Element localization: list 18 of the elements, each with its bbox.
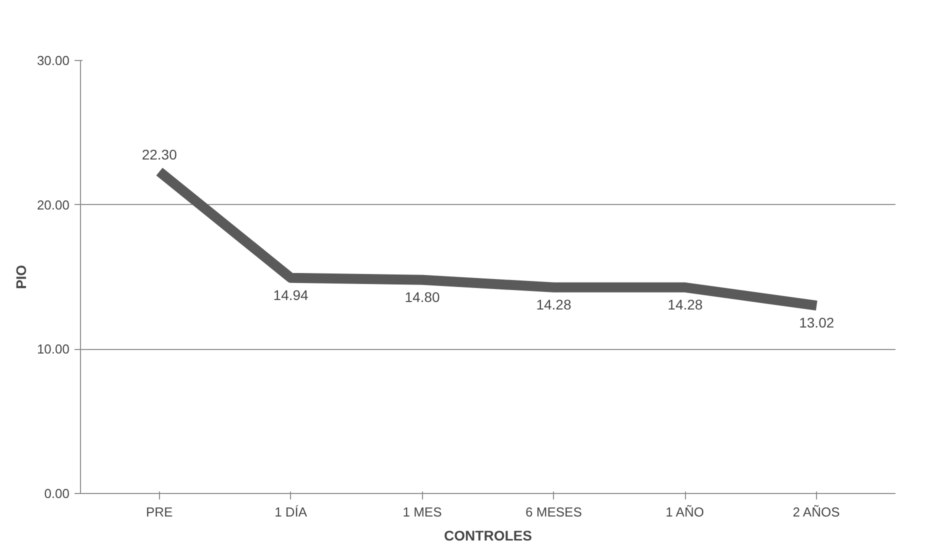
x-tick-label: 1 MES — [402, 504, 442, 520]
x-axis-title: CONTROLES — [444, 528, 532, 544]
y-tick-label: 0.00 — [44, 486, 70, 501]
text: 14.28 — [668, 296, 703, 312]
text: 14.28 — [536, 296, 572, 312]
x-tick-label: 6 MESES — [526, 504, 582, 520]
x-tick-label: 1 DÍA — [274, 504, 308, 520]
y-tick-label: 30.00 — [36, 53, 70, 68]
text: 14.80 — [404, 288, 440, 305]
text: 14.94 — [273, 286, 308, 303]
x-tick-label: 2 AÑOS — [792, 504, 840, 520]
x-tick-label: PRE — [146, 504, 174, 520]
y-tick-label: 10.00 — [36, 342, 70, 357]
text: 22.30 — [142, 146, 177, 163]
y-tick-label: 20.00 — [36, 197, 70, 212]
x-tick-label: 1 AÑO — [666, 504, 704, 520]
y-axis-title: PIO — [12, 264, 29, 290]
text: 13.02 — [799, 314, 834, 331]
